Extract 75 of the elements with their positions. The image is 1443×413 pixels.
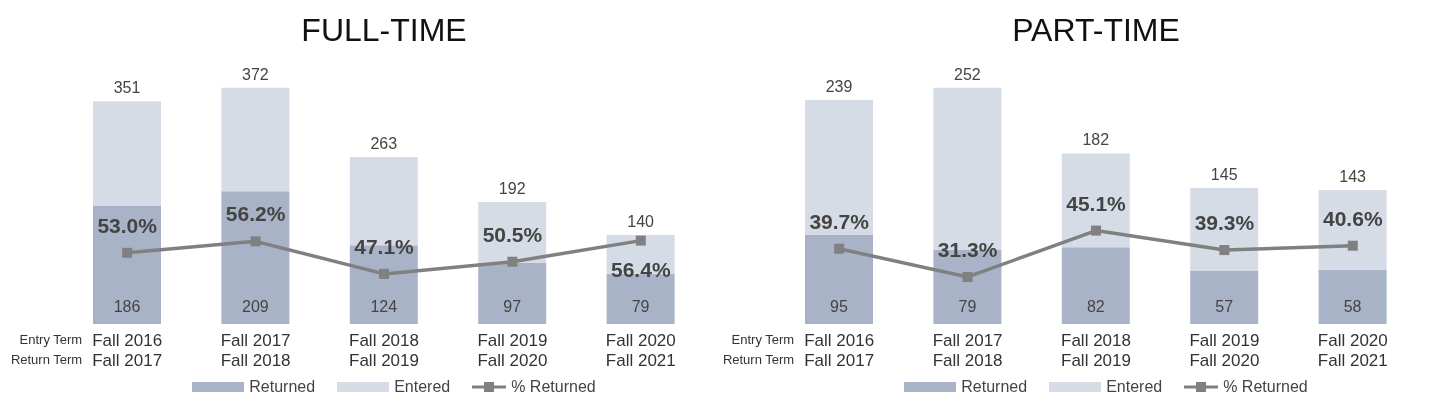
total-label: 252 bbox=[954, 65, 981, 83]
bar bbox=[1190, 188, 1259, 271]
x-tick-label: Fall 2016 Fall 2017 bbox=[92, 331, 163, 370]
data-label: 95 bbox=[830, 298, 848, 315]
data-label: 50.5% bbox=[482, 222, 543, 246]
total-label: 145 bbox=[1210, 166, 1238, 184]
legend-label: Entered bbox=[394, 378, 451, 396]
data-label: 53.0% bbox=[97, 213, 158, 237]
data-label: 97 bbox=[503, 298, 522, 315]
text: Entry Term bbox=[19, 332, 83, 347]
total-label: 372 bbox=[242, 65, 269, 83]
total-label: 239 bbox=[825, 77, 853, 95]
bar bbox=[1061, 153, 1130, 248]
bar bbox=[1318, 269, 1387, 324]
x-tick-label: Fall 2017 Fall 2018 bbox=[932, 331, 1003, 370]
legend-label: Returned bbox=[249, 378, 316, 396]
data-label: 45.1% bbox=[1066, 191, 1127, 215]
data-label: 39.3% bbox=[1194, 211, 1255, 235]
data-label: 47.1% bbox=[354, 234, 415, 258]
point bbox=[122, 247, 133, 258]
x-tick-label: Fall 2019 Fall 2020 bbox=[1189, 331, 1260, 370]
chart-title: FULL-TIME bbox=[300, 11, 468, 50]
point bbox=[1219, 245, 1230, 256]
bar bbox=[221, 87, 290, 192]
point bbox=[1091, 225, 1101, 236]
point bbox=[834, 243, 845, 254]
x-tick-label: Fall 2020 Fall 2021 bbox=[1317, 331, 1388, 370]
text: Return Term bbox=[722, 352, 795, 367]
legend-label: % Returned bbox=[1223, 378, 1308, 396]
bar bbox=[805, 99, 873, 235]
x-tick-label: Fall 2019 Fall 2020 bbox=[477, 331, 548, 370]
data-label: 57 bbox=[1215, 298, 1234, 315]
data-label: 40.6% bbox=[1323, 206, 1383, 230]
total-label: 192 bbox=[498, 180, 526, 198]
legend-label: Entered bbox=[1106, 378, 1163, 396]
x-tick-label: Fall 2016 Fall 2017 bbox=[804, 331, 875, 370]
text: Return Term bbox=[10, 352, 83, 367]
x-tick-label: Fall 2018 Fall 2019 bbox=[1061, 331, 1131, 370]
data-label: 82 bbox=[1086, 298, 1105, 315]
point bbox=[1347, 240, 1358, 251]
chart-title: PART-TIME bbox=[1011, 11, 1181, 50]
data-label: 124 bbox=[370, 298, 398, 315]
bar bbox=[93, 101, 161, 206]
data-label: 31.3% bbox=[937, 237, 998, 261]
data-label: 58 bbox=[1343, 298, 1362, 315]
total-label: 182 bbox=[1082, 131, 1110, 149]
point bbox=[962, 271, 973, 282]
bar bbox=[478, 262, 547, 324]
x-tick-label: Fall 2020 Fall 2021 bbox=[605, 331, 676, 370]
data-label: 56.2% bbox=[225, 202, 286, 226]
total-label: 143 bbox=[1339, 167, 1367, 185]
bar bbox=[1061, 247, 1130, 324]
total-label: 140 bbox=[627, 213, 655, 231]
x-tick-label: Fall 2017 Fall 2018 bbox=[220, 331, 291, 370]
bar bbox=[221, 191, 290, 324]
point bbox=[250, 236, 261, 247]
text: Entry Term bbox=[731, 332, 795, 347]
legend-label: Returned bbox=[961, 378, 1028, 396]
data-label: 186 bbox=[113, 298, 141, 315]
data-label: 56.4% bbox=[611, 257, 671, 281]
bar bbox=[93, 205, 161, 324]
point bbox=[507, 256, 518, 267]
legend-label: % Returned bbox=[511, 378, 596, 396]
data-label: 79 bbox=[958, 298, 977, 315]
bar bbox=[805, 234, 873, 324]
total-label: 351 bbox=[113, 79, 141, 97]
bar bbox=[1190, 270, 1259, 324]
x-tick-label: Fall 2018 Fall 2019 bbox=[349, 331, 419, 370]
point bbox=[635, 235, 646, 246]
bar bbox=[1318, 189, 1387, 270]
data-label: 79 bbox=[631, 298, 650, 315]
point bbox=[379, 268, 389, 279]
total-label: 263 bbox=[370, 135, 398, 153]
data-label: 39.7% bbox=[809, 209, 870, 233]
data-label: 209 bbox=[242, 298, 269, 315]
